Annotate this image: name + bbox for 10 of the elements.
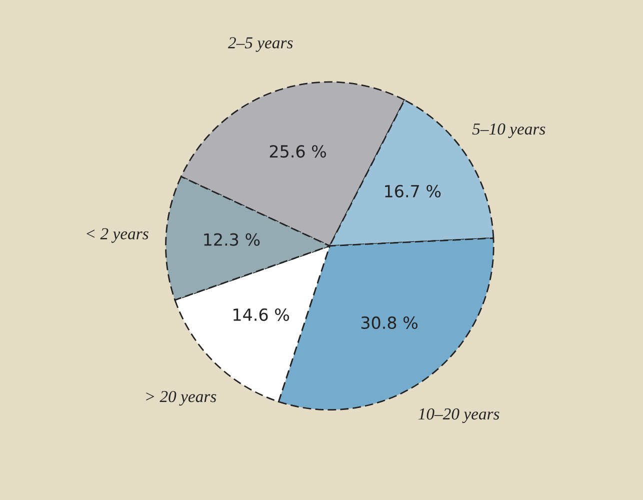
slice-label: 2–5 years	[228, 37, 293, 52]
data-label: 30.8 %	[361, 316, 418, 329]
data-label: 12.3 %	[204, 233, 260, 246]
slice-label: 10–20 years	[418, 408, 500, 424]
slice-label: > 20 years	[146, 390, 216, 406]
data-label: 16.7 %	[385, 184, 441, 198]
data-label: 25.6 %	[270, 145, 326, 158]
data-label: 14.6 %	[234, 308, 290, 321]
slice-label: < 2 years	[86, 228, 148, 243]
slice-label: 5–10 years	[472, 123, 546, 138]
